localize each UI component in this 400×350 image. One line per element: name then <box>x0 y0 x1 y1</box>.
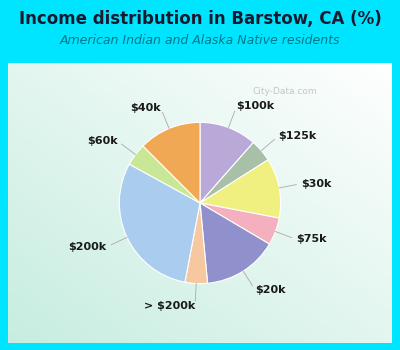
Wedge shape <box>143 122 200 203</box>
Text: Income distribution in Barstow, CA (%): Income distribution in Barstow, CA (%) <box>19 10 381 28</box>
Wedge shape <box>185 203 208 284</box>
Text: $200k: $200k <box>68 242 107 252</box>
Wedge shape <box>200 160 281 218</box>
Text: > $200k: > $200k <box>144 301 195 311</box>
Wedge shape <box>129 146 200 203</box>
Wedge shape <box>200 142 268 203</box>
Text: $20k: $20k <box>255 285 286 295</box>
Wedge shape <box>200 122 253 203</box>
Text: $75k: $75k <box>296 234 327 245</box>
Text: $100k: $100k <box>236 102 275 111</box>
Wedge shape <box>200 203 279 244</box>
Text: American Indian and Alaska Native residents: American Indian and Alaska Native reside… <box>60 34 340 48</box>
Wedge shape <box>200 203 270 283</box>
Text: $40k: $40k <box>130 103 160 113</box>
Text: $125k: $125k <box>278 131 317 141</box>
Text: City-Data.com: City-Data.com <box>252 86 317 96</box>
Wedge shape <box>119 164 200 282</box>
Text: $60k: $60k <box>87 136 118 146</box>
Text: $30k: $30k <box>301 178 332 189</box>
